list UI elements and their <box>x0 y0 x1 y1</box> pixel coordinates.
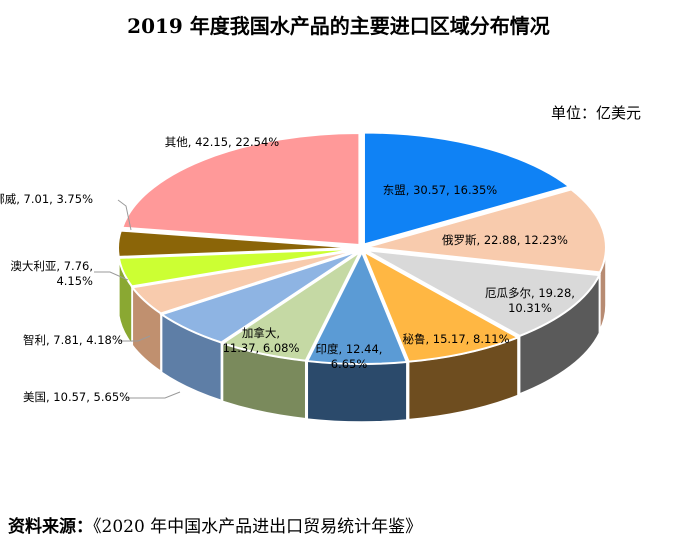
pie-slice-印度 <box>305 249 409 365</box>
pie-slice-挪威 <box>117 229 359 258</box>
unit-label: 单位：亿美元 <box>550 104 641 122</box>
leader-line-澳大利亚 <box>94 271 129 281</box>
slice-label-厄瓜多尔: 厄瓜多尔, 19.28, 10.31% <box>485 286 575 315</box>
slice-label-美国: 美国, 10.57, 5.65% <box>23 390 130 404</box>
source-label: 资料来源： <box>8 517 93 537</box>
slice-label-印度: 印度, 12.44, 6.65% <box>316 342 383 371</box>
pie-slice-秘鲁 <box>361 249 521 363</box>
slice-label-俄罗斯: 俄罗斯, 22.88, 12.23% <box>442 233 568 247</box>
pie-tops <box>117 131 607 365</box>
slice-label-挪威: 挪威, 7.01, 3.75% <box>0 192 93 206</box>
chart-title: 2019 年度我国水产品的主要进口区域分布情况 <box>127 14 550 38</box>
source-text: 《2020 年中国水产品进出口贸易统计年鉴》 <box>93 517 423 537</box>
pie-slice-俄罗斯 <box>365 188 607 274</box>
pie-slice-智利 <box>130 248 359 315</box>
leader-line-智利 <box>119 335 151 342</box>
pie-slice-厄瓜多尔 <box>364 249 601 337</box>
slice-label-其他: 其他, 42.15, 22.54% <box>165 135 279 149</box>
pie-slice-美国 <box>159 249 360 344</box>
slice-label-加拿大: 加拿大, 11.37, 6.08% <box>223 326 300 355</box>
source-note: 资料来源：《2020 年中国水产品进出口贸易统计年鉴》 <box>8 512 422 537</box>
pie-slice-澳大利亚 <box>117 247 359 288</box>
slice-labels: 东盟, 30.57, 16.35% 俄罗斯, 22.88, 12.23% 厄瓜多尔,… <box>0 135 575 404</box>
slice-label-秘鲁: 秘鲁, 15.17, 8.11% <box>402 332 509 346</box>
slice-label-智利: 智利, 7.81, 4.18% <box>23 333 123 347</box>
pie-slice-其他 <box>120 131 361 247</box>
leader-lines <box>94 199 181 399</box>
leader-line-挪威 <box>117 199 132 231</box>
pie-slice-东盟 <box>362 131 572 246</box>
pie-sides <box>117 247 607 423</box>
slice-label-东盟: 东盟, 30.57, 16.35% <box>383 183 497 197</box>
slice-label-澳大利亚: 澳大利亚, 7.76, 4.15% <box>10 259 93 288</box>
leader-line-美国 <box>126 391 181 399</box>
pie-slice-加拿大 <box>220 248 363 362</box>
